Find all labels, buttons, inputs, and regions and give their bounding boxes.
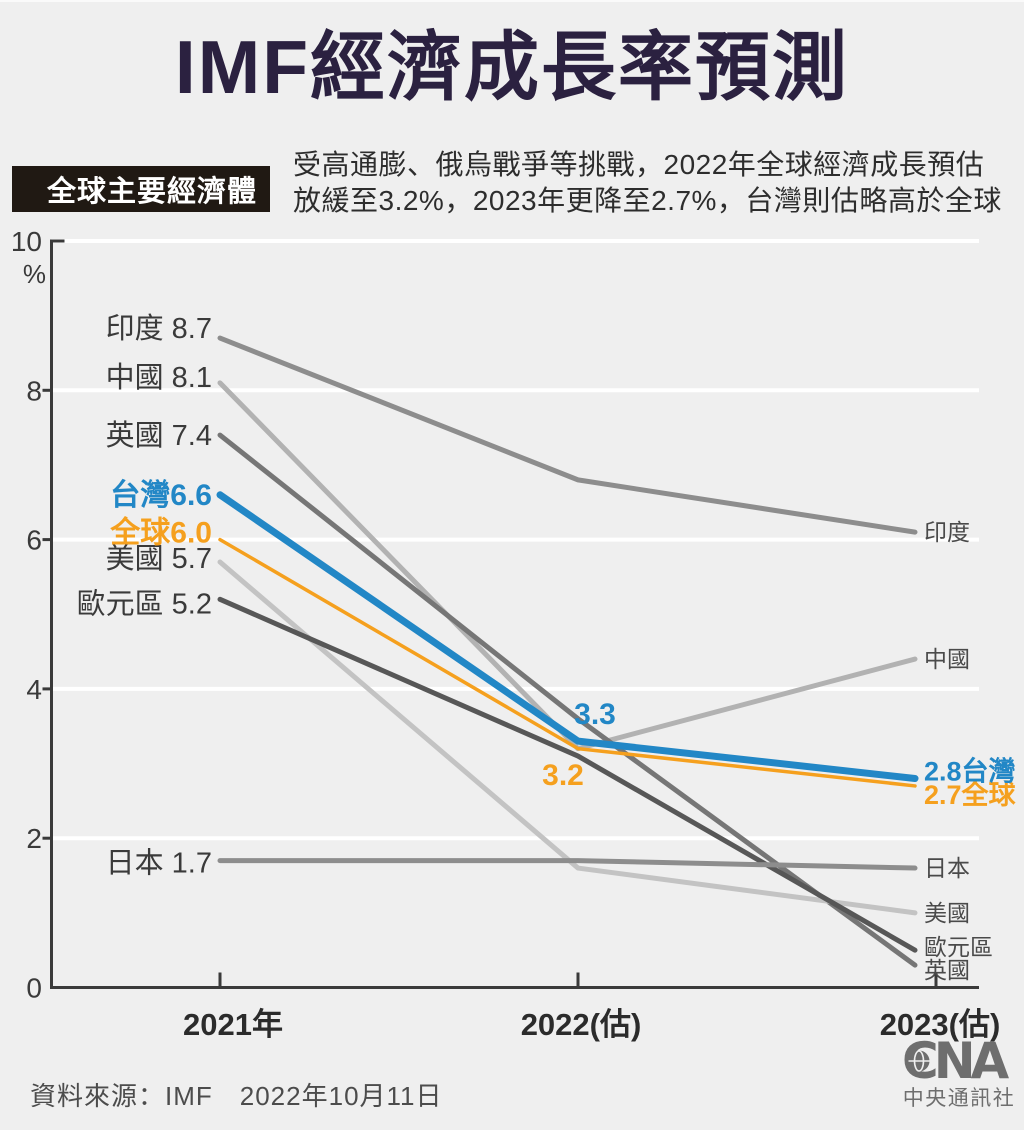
line-taiwan	[216, 491, 919, 782]
page-title: IMF經濟成長率預測	[174, 25, 850, 109]
right-label-global: 2.7全球	[924, 779, 1017, 810]
left-label-global: 全球6.0	[109, 516, 212, 550]
left-label-us: 美國 5.7	[106, 542, 212, 575]
x-label-2: 2023(估)	[880, 1007, 1001, 1042]
right-label-japan: 日本	[924, 855, 970, 881]
cna-logo: CNA 中央通訊社	[902, 1032, 1016, 1110]
section-tag-label: 全球主要經濟體	[46, 176, 257, 208]
description-line-2: 放緩至3.2%，2023年更降至2.7%，台灣則估略高於全球	[293, 185, 1002, 216]
y-tick-label-0: 0	[26, 973, 42, 1004]
y-tick-label-6: 6	[26, 525, 42, 556]
y-tick-label-2: 2	[26, 823, 42, 854]
right-label-us: 美國	[924, 900, 970, 926]
left-label-taiwan: 台灣6.6	[110, 478, 212, 512]
y-tick-label-8: 8	[26, 375, 42, 406]
y-tick-label-10: 10	[11, 226, 42, 257]
line-japan	[217, 858, 918, 871]
x-label-0: 2021年	[183, 1007, 283, 1042]
right-label-india: 印度	[924, 519, 970, 545]
right-label-eurozone: 歐元區	[924, 934, 993, 960]
line-eurozone	[217, 596, 918, 953]
top-edge-strip	[0, 0, 1024, 2]
line-global	[218, 537, 917, 788]
right-label-taiwan: 2.8台灣	[924, 755, 1016, 786]
line-india	[217, 335, 918, 535]
cna-logo-subtext: 中央通訊社	[903, 1087, 1016, 1110]
left-label-japan: 日本 1.7	[106, 847, 212, 880]
y-tick-label-4: 4	[26, 674, 42, 705]
left-label-uk: 英國 7.4	[106, 419, 212, 452]
source-credit: 資料來源：IMF 2022年10月11日	[30, 1081, 443, 1111]
right-label-uk: 英國	[924, 957, 970, 983]
annotation-0: 3.3	[574, 698, 616, 731]
annotation-1: 3.2	[542, 759, 584, 792]
globe-icon	[908, 1050, 930, 1072]
left-label-china: 中國 8.1	[106, 361, 212, 394]
x-label-1: 2022(估)	[521, 1007, 642, 1042]
description-line-1: 受高通膨、俄烏戰爭等挑戰，2022年全球經濟成長預估	[293, 149, 985, 180]
left-label-india: 印度 8.7	[106, 312, 212, 345]
line-us	[217, 559, 918, 916]
section-tag: 全球主要經濟體	[12, 166, 270, 212]
chart-description: 受高通膨、俄烏戰爭等挑戰，2022年全球經濟成長預估 放緩至3.2%，2023年…	[293, 147, 1003, 219]
left-label-eurozone: 歐元區 5.2	[77, 587, 212, 620]
y-axis-unit-label: %	[23, 259, 46, 289]
right-label-china: 中國	[924, 646, 970, 672]
